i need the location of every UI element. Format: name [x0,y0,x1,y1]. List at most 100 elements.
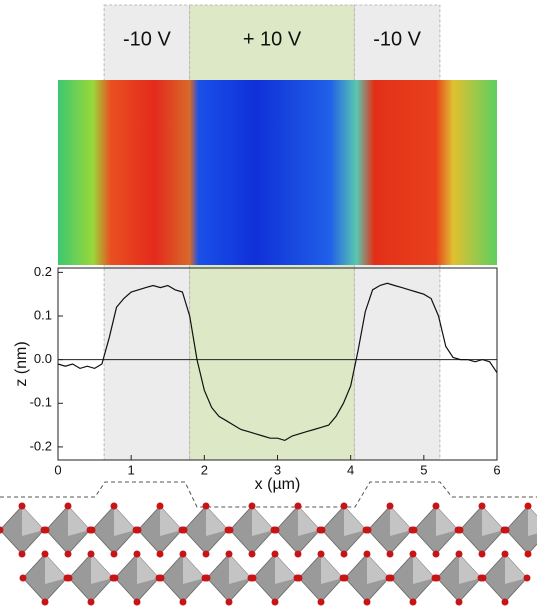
oxygen-atom [202,550,210,558]
oxygen-atom [88,526,96,534]
oxygen-atom [294,550,302,558]
oxygen-atom [157,574,165,582]
oxygen-atom [478,550,486,558]
oxygen-atom [502,526,510,534]
oxygen-atom [524,550,532,558]
profile-line [57,282,498,442]
oxygen-atom [225,550,233,558]
octahedron-face [321,554,343,584]
oxygen-atom [248,502,256,510]
oxygen-atom [202,502,210,510]
oxygen-atom [19,574,27,582]
oxygen-atom [42,526,50,534]
oxygen-atom [225,598,233,606]
octahedron-face [344,506,366,536]
octahedron-face [206,506,228,536]
oxygen-atom [455,598,463,606]
x-tick-label: 1 [128,462,135,477]
oxygen-atom [410,526,418,534]
octahedron-face [390,506,412,536]
y-tick-label: 0.1 [34,307,52,322]
oxygen-atom [65,574,73,582]
oxygen-atom [249,574,257,582]
oxygen-atom [317,550,325,558]
oxygen-atom [386,502,394,510]
oxygen-atom [41,598,49,606]
oxygen-atom [179,598,187,606]
x-axis-label: x (µm) [255,476,301,493]
octahedron-face [459,554,481,584]
region-label: -10 V [373,28,421,50]
x-tick-label: 2 [201,462,208,477]
oxygen-atom [133,598,141,606]
oxygen-atom [523,574,531,582]
oxygen-atom [364,526,372,534]
oxygen-atom [433,574,441,582]
region-label: -10 V [123,28,171,50]
oxygen-atom [156,550,164,558]
x-tick-label: 6 [493,462,500,477]
oxygen-atom [386,550,394,558]
octahedron-face [367,554,389,584]
octahedron-face [528,506,537,536]
oxygen-atom [271,598,279,606]
region-label: + 10 V [243,28,302,50]
oxygen-atom [409,550,417,558]
octahedron-face [229,554,251,584]
octahedron-face [114,506,136,536]
oxygen-atom [479,574,487,582]
oxygen-atom [180,526,188,534]
x-tick-label: 0 [54,462,61,477]
octahedron-face [137,554,159,584]
oxygen-atom [340,502,348,510]
oxygen-atom [455,550,463,558]
octahedron-face [505,554,527,584]
x-tick-label: 5 [420,462,427,477]
y-tick-label: -0.1 [30,395,52,410]
octahedron-face [22,506,44,536]
oxygen-atom [248,550,256,558]
oxygen-atom [341,574,349,582]
oxygen-atom [272,526,280,534]
oxygen-atom [18,502,26,510]
oxygen-atom [432,502,440,510]
octahedron-face [91,554,113,584]
oxygen-atom [271,550,279,558]
oxygen-atom [110,550,118,558]
octahedron-face [183,554,205,584]
oxygen-atom [64,502,72,510]
oxygen-atom [295,574,303,582]
x-tick-label: 4 [347,462,354,477]
oxygen-atom [18,550,26,558]
x-tick-label: 3 [274,462,281,477]
oxygen-atom [226,526,234,534]
y-tick-label: 0.2 [34,264,52,279]
oxygen-atom [87,598,95,606]
octahedron-face [45,554,67,584]
oxygen-atom [41,550,49,558]
oxygen-atom [456,526,464,534]
oxygen-atom [133,550,141,558]
y-tick-label: 0.0 [34,351,52,366]
oxygen-atom [432,550,440,558]
oxygen-atom [203,574,211,582]
octahedron-face [482,506,504,536]
octahedron-face [275,554,297,584]
oxygen-atom [409,598,417,606]
oxygen-atom [156,502,164,510]
y-tick-label: -0.2 [30,438,52,453]
oxygen-atom [363,598,371,606]
oxygen-atom [524,502,532,510]
oxygen-atom [134,526,142,534]
oxygen-atom [111,574,119,582]
octahedron-face [68,506,90,536]
heatmap-image [58,80,497,265]
oxygen-atom [0,526,4,534]
octahedron-face [160,506,182,536]
octahedron-face [298,506,320,536]
oxygen-atom [340,550,348,558]
octahedron-face [436,506,458,536]
oxygen-atom [501,598,509,606]
oxygen-atom [318,526,326,534]
